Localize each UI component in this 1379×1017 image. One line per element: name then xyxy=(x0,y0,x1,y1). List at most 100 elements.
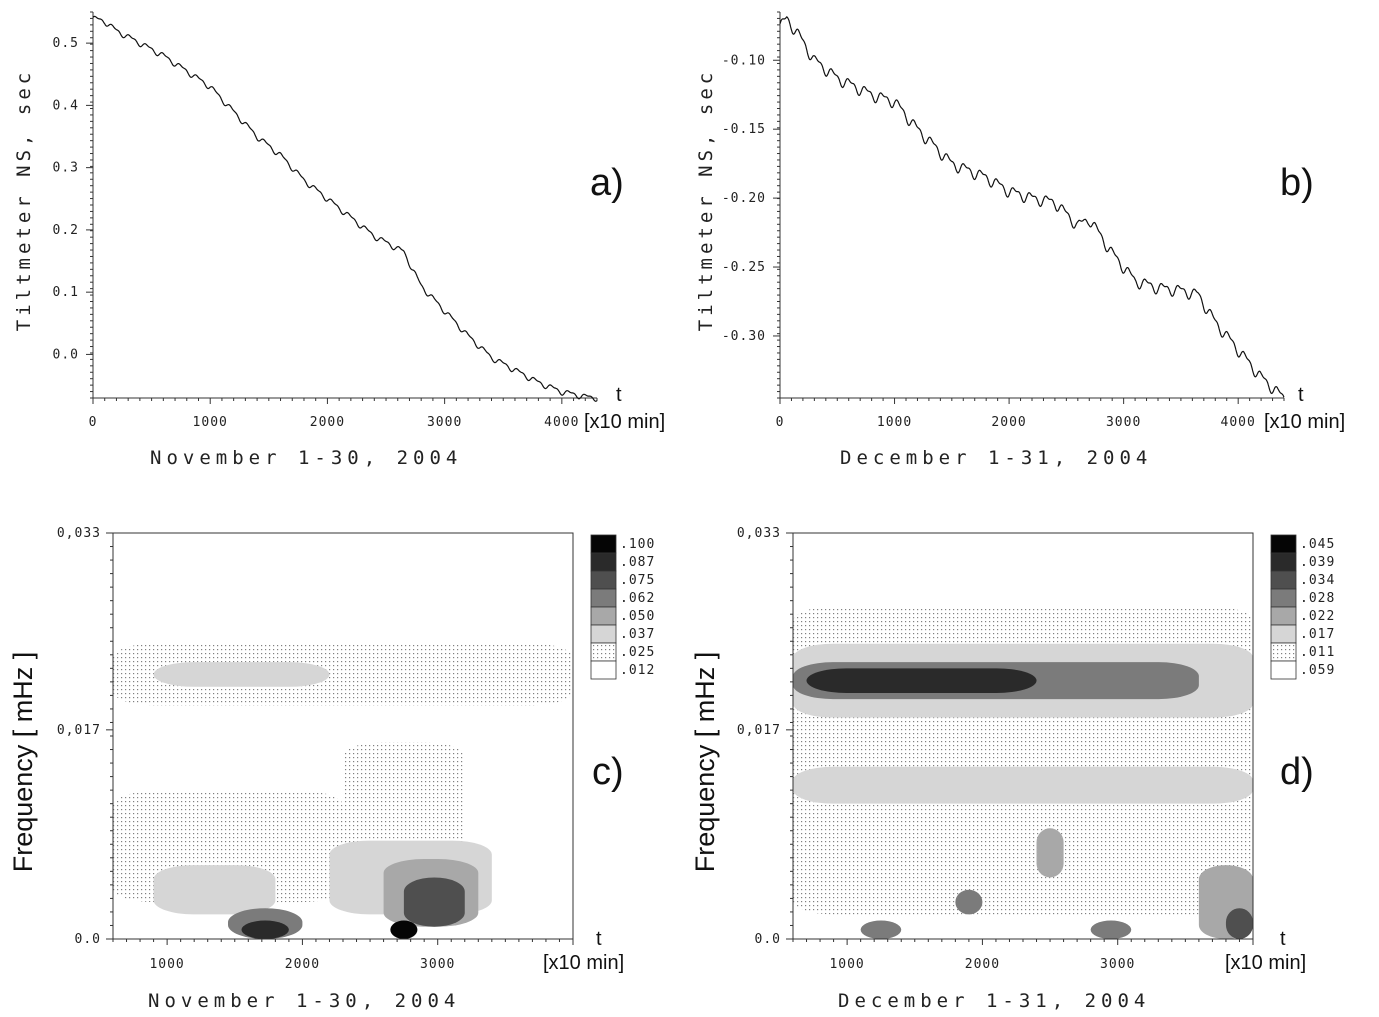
legend-swatch xyxy=(1270,642,1297,662)
x-tick-label: 2000 xyxy=(285,957,320,972)
y-tick-label: 0,017 xyxy=(57,723,101,738)
contour-region xyxy=(241,920,289,939)
x-tick-label: 1000 xyxy=(193,415,228,430)
y-tick-label: 0.0 xyxy=(53,347,79,362)
contour-region xyxy=(860,920,902,939)
y-tick-label: 0.0 xyxy=(75,932,101,947)
contour-region xyxy=(113,643,573,706)
x-axis-name: t xyxy=(1298,384,1304,406)
y-tick-label: 0,033 xyxy=(57,526,101,541)
panel-a: a) Tiltmeter NS, sec 0.00.10.20.30.40.5 … xyxy=(13,11,665,469)
series xyxy=(92,15,598,402)
y-axis-label: Frequency [ mHz ] xyxy=(690,652,720,873)
y-tick-label: 0,033 xyxy=(737,526,781,541)
x-axis-unit: [x10 min] xyxy=(1264,411,1345,433)
y-tick-labels: -0.10 -0.15 -0.20 -0.25 -0.30 xyxy=(722,53,766,344)
x-axis-unit: [x10 min] xyxy=(584,411,665,433)
contour-region xyxy=(153,662,330,687)
contour-region xyxy=(390,920,418,939)
legend-label: .017 xyxy=(1300,627,1335,642)
legend-swatch xyxy=(590,534,617,554)
y-tick-label: 0.0 xyxy=(755,932,781,947)
y-tick-label: 0.1 xyxy=(53,285,79,300)
x-tick-label: 4000 xyxy=(544,415,579,430)
legend-swatch xyxy=(1270,588,1297,608)
series-line xyxy=(779,16,1285,398)
x-tick-labels: 0 1000 2000 3000 4000 xyxy=(776,415,1256,430)
heatmap xyxy=(113,533,573,939)
legend-label: .037 xyxy=(620,627,655,642)
x-tick-labels: 0 1000 2000 3000 4000 xyxy=(89,415,579,430)
contour-region xyxy=(403,877,465,927)
panel-d: d) Frequency [ mHz ] 0.0 0,017 0,033 1000 2… xyxy=(690,526,1335,1012)
panel-b: b) Tiltmeter NS, sec -0.10 -0.15 -0.20 -0.2… xyxy=(695,11,1345,469)
panel-label: d) xyxy=(1280,751,1314,793)
legend-label: .059 xyxy=(1300,663,1335,678)
panel-c: c) Frequency [ mHz ] 0.0 0,017 0,033 1000 2… xyxy=(8,526,655,1012)
legend-label: .025 xyxy=(620,645,655,660)
legend-label: .087 xyxy=(620,555,655,570)
x-tick-label: 1000 xyxy=(829,957,864,972)
panel-label: c) xyxy=(592,751,624,793)
legend-label: .100 xyxy=(620,537,655,552)
legend-label: .028 xyxy=(1300,591,1335,606)
y-tick-label: -0.25 xyxy=(722,260,766,275)
legend-swatch xyxy=(590,588,617,608)
legend-swatch xyxy=(1270,570,1297,590)
legend: .045 .039 .034 .028 .022 .017 .011 .059 xyxy=(1270,534,1335,680)
contour-region xyxy=(1036,828,1064,878)
contour-region xyxy=(806,668,1037,693)
legend-swatch xyxy=(590,570,617,590)
x-axis-unit: [x10 min] xyxy=(543,952,624,974)
legend-label: .050 xyxy=(620,609,655,624)
contour-region xyxy=(793,766,1253,804)
legend-label: .045 xyxy=(1300,537,1335,552)
legend-swatch xyxy=(1270,624,1297,644)
axes xyxy=(86,11,598,404)
x-tick-label: 4000 xyxy=(1221,415,1256,430)
legend-label: .012 xyxy=(620,663,655,678)
x-tick-label: 0 xyxy=(776,415,785,430)
x-tick-label: 3000 xyxy=(1106,415,1141,430)
x-axis-name: t xyxy=(1280,928,1286,950)
x-tick-labels: 1000 2000 3000 xyxy=(829,957,1134,972)
legend-swatch xyxy=(590,606,617,626)
x-tick-label: 3000 xyxy=(427,415,462,430)
legend-label: .075 xyxy=(620,573,655,588)
y-tick-label: -0.30 xyxy=(722,329,766,344)
axes xyxy=(106,532,574,945)
legend-label: .034 xyxy=(1300,573,1335,588)
legend-swatch xyxy=(590,660,617,680)
x-axis-unit: [x10 min] xyxy=(1225,952,1306,974)
y-tick-label: -0.20 xyxy=(722,191,766,206)
x-tick-label: 1000 xyxy=(149,957,184,972)
x-axis-label: December 1-31, 2004 xyxy=(838,990,1150,1012)
x-tick-label: 2000 xyxy=(965,957,1000,972)
legend-swatch xyxy=(1270,534,1297,554)
contour-region xyxy=(1090,920,1132,939)
legend-swatch xyxy=(590,624,617,644)
x-tick-labels: 1000 2000 3000 xyxy=(149,957,455,972)
y-axis-label: Tiltmeter NS, sec xyxy=(695,69,717,331)
legend: .100 .087 .075 .062 .050 .037 .025 .012 xyxy=(590,534,655,680)
contour-region xyxy=(153,865,276,915)
legend-swatch xyxy=(1270,552,1297,572)
y-tick-label: 0.5 xyxy=(53,36,79,51)
legend-label: .022 xyxy=(1300,609,1335,624)
series-line xyxy=(92,15,598,402)
y-tick-labels: 0.0 0,017 0,033 xyxy=(57,526,101,947)
y-axis-label: Tiltmeter NS, sec xyxy=(13,69,35,331)
y-tick-label: -0.15 xyxy=(722,122,766,137)
heatmap xyxy=(793,533,1253,939)
legend-swatch xyxy=(1270,660,1297,680)
legend-swatch xyxy=(590,552,617,572)
y-axis-label: Frequency [ mHz ] xyxy=(8,652,38,873)
axes xyxy=(773,11,1285,404)
x-tick-label: 3000 xyxy=(420,957,455,972)
y-tick-label: -0.10 xyxy=(722,53,766,68)
x-tick-label: 2000 xyxy=(310,415,345,430)
legend-label: .039 xyxy=(1300,555,1335,570)
legend-label: .062 xyxy=(620,591,655,606)
axes xyxy=(786,532,1254,945)
